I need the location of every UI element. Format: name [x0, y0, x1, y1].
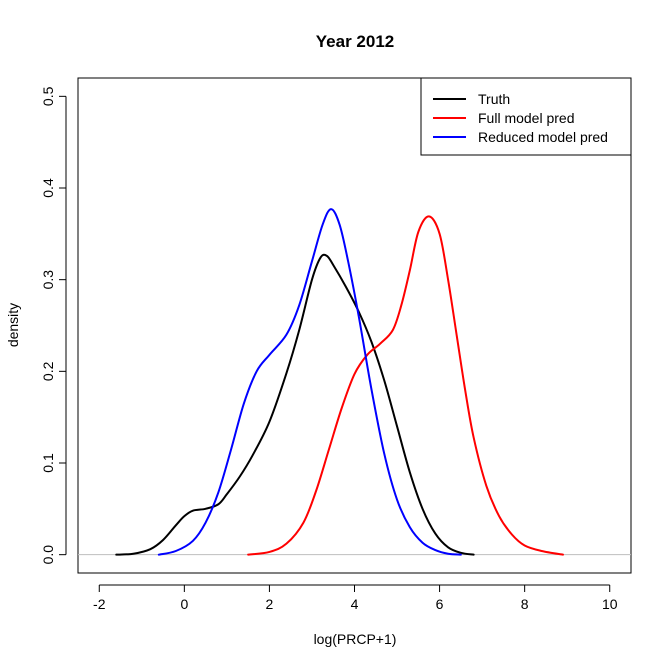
x-tick-label: 8 [521, 596, 529, 612]
x-tick-label: 10 [602, 596, 618, 612]
y-tick-label: 0.1 [40, 453, 56, 473]
legend-box [420, 77, 632, 156]
legend: Truth Full model pred Reduced model pred [420, 77, 632, 156]
x-tick-label: 4 [351, 596, 359, 612]
y-axis: 0.0 0.1 0.2 0.3 0.4 0.5 [40, 86, 67, 565]
chart-title: Year 2012 [316, 32, 394, 51]
legend-label-reduced-model-pred: Reduced model pred [478, 129, 608, 145]
y-axis-label: density [5, 303, 21, 347]
series-line-full-model-pred [247, 215, 564, 556]
y-tick-label: 0.3 [40, 270, 56, 290]
x-tick-label: -2 [93, 596, 106, 612]
series-line-truth [115, 253, 475, 556]
x-axis-label: log(PRCP+1) [314, 631, 397, 647]
plot-frame [77, 77, 632, 574]
y-tick-label: 0.0 [40, 545, 56, 565]
series-line-reduced-model-pred [157, 208, 462, 556]
legend-label-full-model-pred: Full model pred [478, 110, 575, 126]
x-axis: -2 0 2 4 6 8 10 [93, 584, 618, 612]
y-tick-label: 0.5 [40, 86, 56, 106]
x-tick-label: 0 [180, 596, 188, 612]
series-lines [115, 208, 564, 556]
y-tick-label: 0.4 [40, 178, 56, 198]
x-tick-label: 2 [266, 596, 274, 612]
x-tick-label: 6 [436, 596, 444, 612]
legend-label-truth: Truth [478, 91, 510, 107]
y-tick-label: 0.2 [40, 361, 56, 381]
